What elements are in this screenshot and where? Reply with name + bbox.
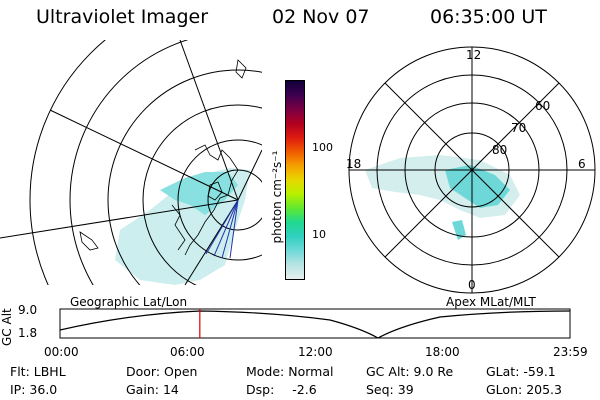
left-map-caption: Geographic Lat/Lon — [70, 295, 188, 309]
seq-label: Seq: — [366, 382, 394, 397]
colorbar-tick-100: 100 — [312, 141, 333, 154]
seq-field: Seq: 39 — [366, 382, 414, 397]
glon-field: GLon: 205.3 — [486, 382, 562, 397]
seq-value: 39 — [397, 382, 414, 397]
door-field: Door: Open — [126, 364, 197, 379]
colorbar — [285, 80, 305, 280]
mode-value: Normal — [288, 364, 334, 379]
colorbar-gradient — [286, 81, 304, 279]
ip-value: 36.0 — [29, 382, 58, 397]
timeline-xtick-1800: 18:00 — [425, 345, 460, 359]
lat-label-80: 80 — [492, 143, 508, 157]
timeline-ytick-9: 9.0 — [18, 303, 38, 317]
ip-field: IP: 36.0 — [10, 382, 57, 397]
gain-label: Gain: — [126, 382, 159, 397]
timeline-xtick-0000: 00:00 — [44, 345, 79, 359]
altitude-curve — [59, 310, 571, 339]
filter-field: Flt: LBHL — [10, 364, 66, 379]
dsp-value: -2.6 — [292, 382, 317, 397]
lat-label-60: 60 — [535, 99, 551, 113]
timeline-xtick-0600: 06:00 — [170, 345, 205, 359]
door-label: Door: — [126, 364, 161, 379]
door-value: Open — [164, 364, 198, 379]
mode-label: Mode: — [246, 364, 285, 379]
glat-field: GLat: -59.1 — [486, 364, 556, 379]
timeline-xtick-1200: 12:00 — [298, 345, 333, 359]
filter-label: Flt: — [10, 364, 30, 379]
date-label: 02 Nov 07 — [272, 6, 370, 28]
dsp-label: Dsp: — [246, 382, 275, 397]
gain-value: 14 — [162, 382, 179, 397]
gcalt-label: GC Alt: — [366, 364, 410, 379]
glon-label: GLon: — [486, 382, 523, 397]
mlt-label-18: 18 — [346, 157, 362, 171]
glat-label: GLat: — [486, 364, 520, 379]
glat-value: -59.1 — [523, 364, 556, 379]
instrument-title: Ultraviolet Imager — [36, 6, 209, 28]
colorbar-tick-10: 10 — [312, 228, 326, 241]
time-label: 06:35:00 UT — [430, 6, 547, 28]
gcalt-field: GC Alt: 9.0 Re — [366, 364, 453, 379]
gain-field: Gain: 14 — [126, 382, 179, 397]
glon-value: 205.3 — [526, 382, 562, 397]
dsp-field: Dsp: -2.6 — [246, 382, 317, 397]
right-map-caption: Apex MLat/MLT — [446, 295, 536, 309]
timeline-xtick-2359: 23:59 — [553, 345, 588, 359]
filter-value: LBHL — [33, 364, 66, 379]
aurora-oval-bright — [445, 165, 510, 208]
gcalt-value: 9.0 Re — [413, 364, 454, 379]
timeline-ytick-1-8: 1.8 — [18, 326, 38, 340]
ip-label: IP: — [10, 382, 26, 397]
mlt-label-6: 6 — [578, 157, 586, 171]
mlt-label-0: 0 — [468, 278, 476, 292]
coastline — [184, 144, 239, 256]
mode-field: Mode: Normal — [246, 364, 334, 379]
lat-label-70: 70 — [511, 121, 527, 135]
mlt-label-12: 12 — [466, 48, 482, 62]
